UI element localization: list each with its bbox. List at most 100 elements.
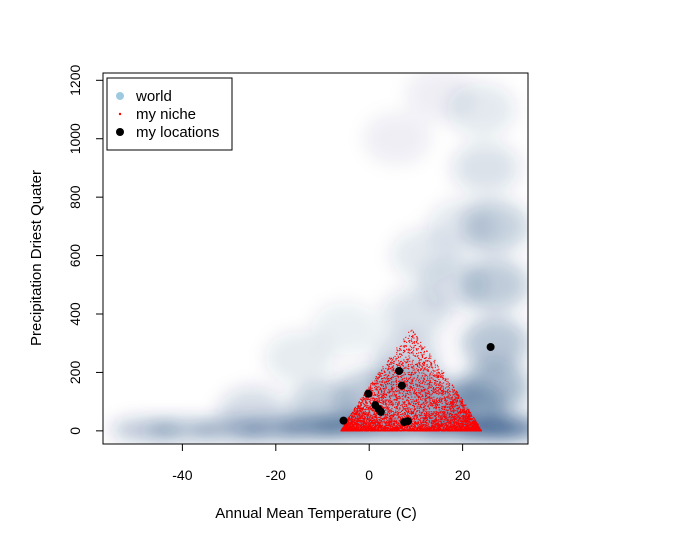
my-niche-point	[388, 390, 390, 392]
my-niche-point	[396, 390, 398, 392]
my-niche-point	[410, 429, 413, 431]
my-niche-point	[369, 406, 371, 408]
my-niche-point	[369, 389, 371, 391]
my-niche-point	[451, 430, 453, 432]
my-niche-point	[452, 420, 454, 422]
my-niche-point	[437, 389, 440, 391]
my-niche-point	[431, 377, 433, 379]
my-niche-point	[421, 423, 423, 425]
my-niche-point	[421, 427, 423, 430]
my-niche-point	[441, 423, 444, 425]
my-niche-point	[467, 428, 469, 430]
my-niche-point	[425, 423, 427, 426]
my-niche-point	[406, 348, 408, 350]
my-niche-point	[370, 427, 372, 429]
my-niche-point	[438, 428, 441, 430]
my-niche-point	[441, 392, 443, 395]
my-niche-point	[411, 342, 413, 345]
my-niche-point	[358, 420, 361, 422]
my-niche-point	[379, 430, 381, 432]
my-niche-point	[422, 363, 424, 366]
my-niche-point	[405, 394, 407, 396]
my-niche-point	[438, 413, 440, 415]
my-niche-point	[451, 388, 453, 390]
my-niche-point	[429, 399, 431, 402]
my-niche-point	[435, 410, 437, 412]
my-niche-point	[464, 410, 466, 412]
my-niche-point	[384, 371, 386, 373]
my-niche-point	[473, 416, 475, 418]
my-niche-point	[404, 381, 406, 383]
my-niche-point	[429, 353, 431, 355]
my-niche-point	[465, 411, 467, 413]
my-niche-point	[461, 405, 463, 407]
my-niche-point	[452, 411, 455, 413]
my-niche-point	[460, 415, 463, 417]
my-niche-point	[410, 387, 412, 389]
my-niche-point	[384, 381, 386, 383]
my-niche-point	[424, 405, 426, 407]
my-niche-point	[416, 430, 418, 432]
my-niche-point	[432, 419, 434, 422]
my-niche-point	[424, 390, 426, 392]
my-niche-point	[364, 426, 366, 428]
my-niche-point	[438, 424, 440, 426]
my-niche-point	[416, 422, 418, 424]
my-niche-point	[442, 372, 444, 374]
my-niche-point	[378, 386, 380, 388]
my-niche-point	[411, 408, 413, 410]
my-niche-point	[367, 405, 369, 407]
my-niche-point	[391, 401, 393, 403]
my-niche-point	[362, 420, 364, 422]
my-niche-point	[362, 406, 364, 409]
my-niche-point	[465, 421, 467, 423]
my-niche-point	[357, 411, 359, 413]
world-density-blob	[363, 112, 432, 165]
my-niche-point	[381, 395, 383, 398]
my-niche-point	[418, 362, 420, 364]
my-niche-point	[474, 421, 477, 423]
my-niche-point	[357, 422, 359, 425]
my-niche-point	[371, 428, 373, 430]
my-niche-point	[433, 424, 435, 426]
my-niche-point	[465, 415, 467, 417]
my-niche-point	[405, 427, 407, 429]
my-niche-point	[456, 414, 458, 416]
my-niche-point	[456, 410, 459, 412]
my-niche-point	[396, 420, 398, 422]
my-niche-point	[464, 430, 466, 432]
my-niche-point	[413, 417, 415, 420]
my-niche-point	[423, 419, 425, 421]
my-niche-point	[432, 372, 434, 374]
my-niche-point	[385, 409, 387, 411]
my-niche-point	[426, 426, 428, 428]
my-niche-point	[473, 420, 475, 422]
my-niche-point	[363, 429, 365, 431]
my-niche-point	[423, 430, 426, 432]
my-niche-point	[434, 429, 436, 431]
my-niche-point	[461, 399, 463, 401]
my-niche-point	[446, 386, 448, 388]
my-niche-point	[357, 423, 359, 425]
my-niche-point	[420, 417, 422, 420]
my-niche-point	[422, 395, 424, 397]
my-niche-point	[431, 411, 433, 413]
my-niche-point	[388, 392, 390, 394]
my-niche-point	[358, 410, 360, 412]
my-niche-point	[477, 424, 479, 426]
my-niche-point	[451, 403, 453, 405]
my-niche-point	[404, 413, 406, 415]
my-niche-point	[389, 422, 391, 424]
my-niche-point	[372, 425, 374, 427]
my-niche-point	[407, 416, 409, 418]
my-niche-point	[394, 355, 396, 358]
my-niche-point	[448, 426, 451, 428]
my-niche-point	[391, 388, 394, 390]
my-niche-point	[416, 342, 418, 344]
my-niche-point	[428, 421, 431, 423]
my-niche-point	[403, 350, 405, 352]
my-niche-point	[408, 407, 410, 409]
my-niche-point	[433, 370, 435, 372]
my-niche-point	[404, 373, 406, 375]
my-niche-point	[456, 414, 458, 416]
